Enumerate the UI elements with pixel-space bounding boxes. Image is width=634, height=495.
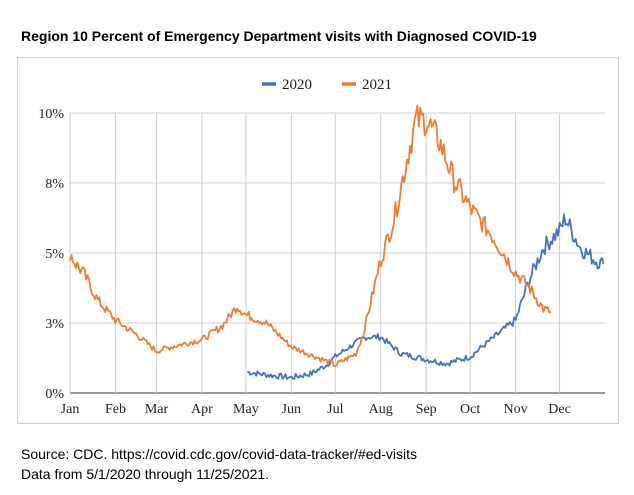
x-tick-label: Feb bbox=[105, 402, 126, 417]
y-tick-label: 5% bbox=[45, 247, 64, 262]
x-tick-label: Apr bbox=[191, 402, 213, 417]
series-line-2021 bbox=[69, 104, 552, 368]
y-tick-label: 3% bbox=[45, 317, 64, 332]
x-tick-label: Oct bbox=[460, 402, 480, 417]
chart-frame bbox=[17, 57, 619, 424]
legend-label-2020: 2020 bbox=[282, 77, 312, 93]
legend-label-2021: 2021 bbox=[362, 77, 392, 93]
x-tick-label: Jan bbox=[61, 402, 80, 417]
series-line-2020 bbox=[247, 213, 605, 380]
x-tick-label: Sep bbox=[416, 402, 437, 417]
x-tick-label: Aug bbox=[369, 402, 393, 417]
x-tick-label: Jul bbox=[327, 402, 343, 417]
date-range-text: Data from 5/1/2020 through 11/25/2021. bbox=[21, 466, 270, 482]
x-tick-label: Jun bbox=[282, 402, 301, 417]
chart-title: Region 10 Percent of Emergency Departmen… bbox=[21, 28, 537, 44]
y-tick-label: 10% bbox=[38, 107, 64, 122]
y-tick-label: 8% bbox=[45, 177, 64, 192]
x-tick-label: May bbox=[233, 402, 259, 417]
y-tick-label: 0% bbox=[45, 387, 64, 402]
x-tick-label: Nov bbox=[504, 402, 528, 417]
source-text: Source: CDC. https://covid.cdc.gov/covid… bbox=[21, 446, 418, 462]
x-tick-label: Mar bbox=[145, 402, 169, 417]
x-tick-label: Dec bbox=[548, 402, 571, 417]
